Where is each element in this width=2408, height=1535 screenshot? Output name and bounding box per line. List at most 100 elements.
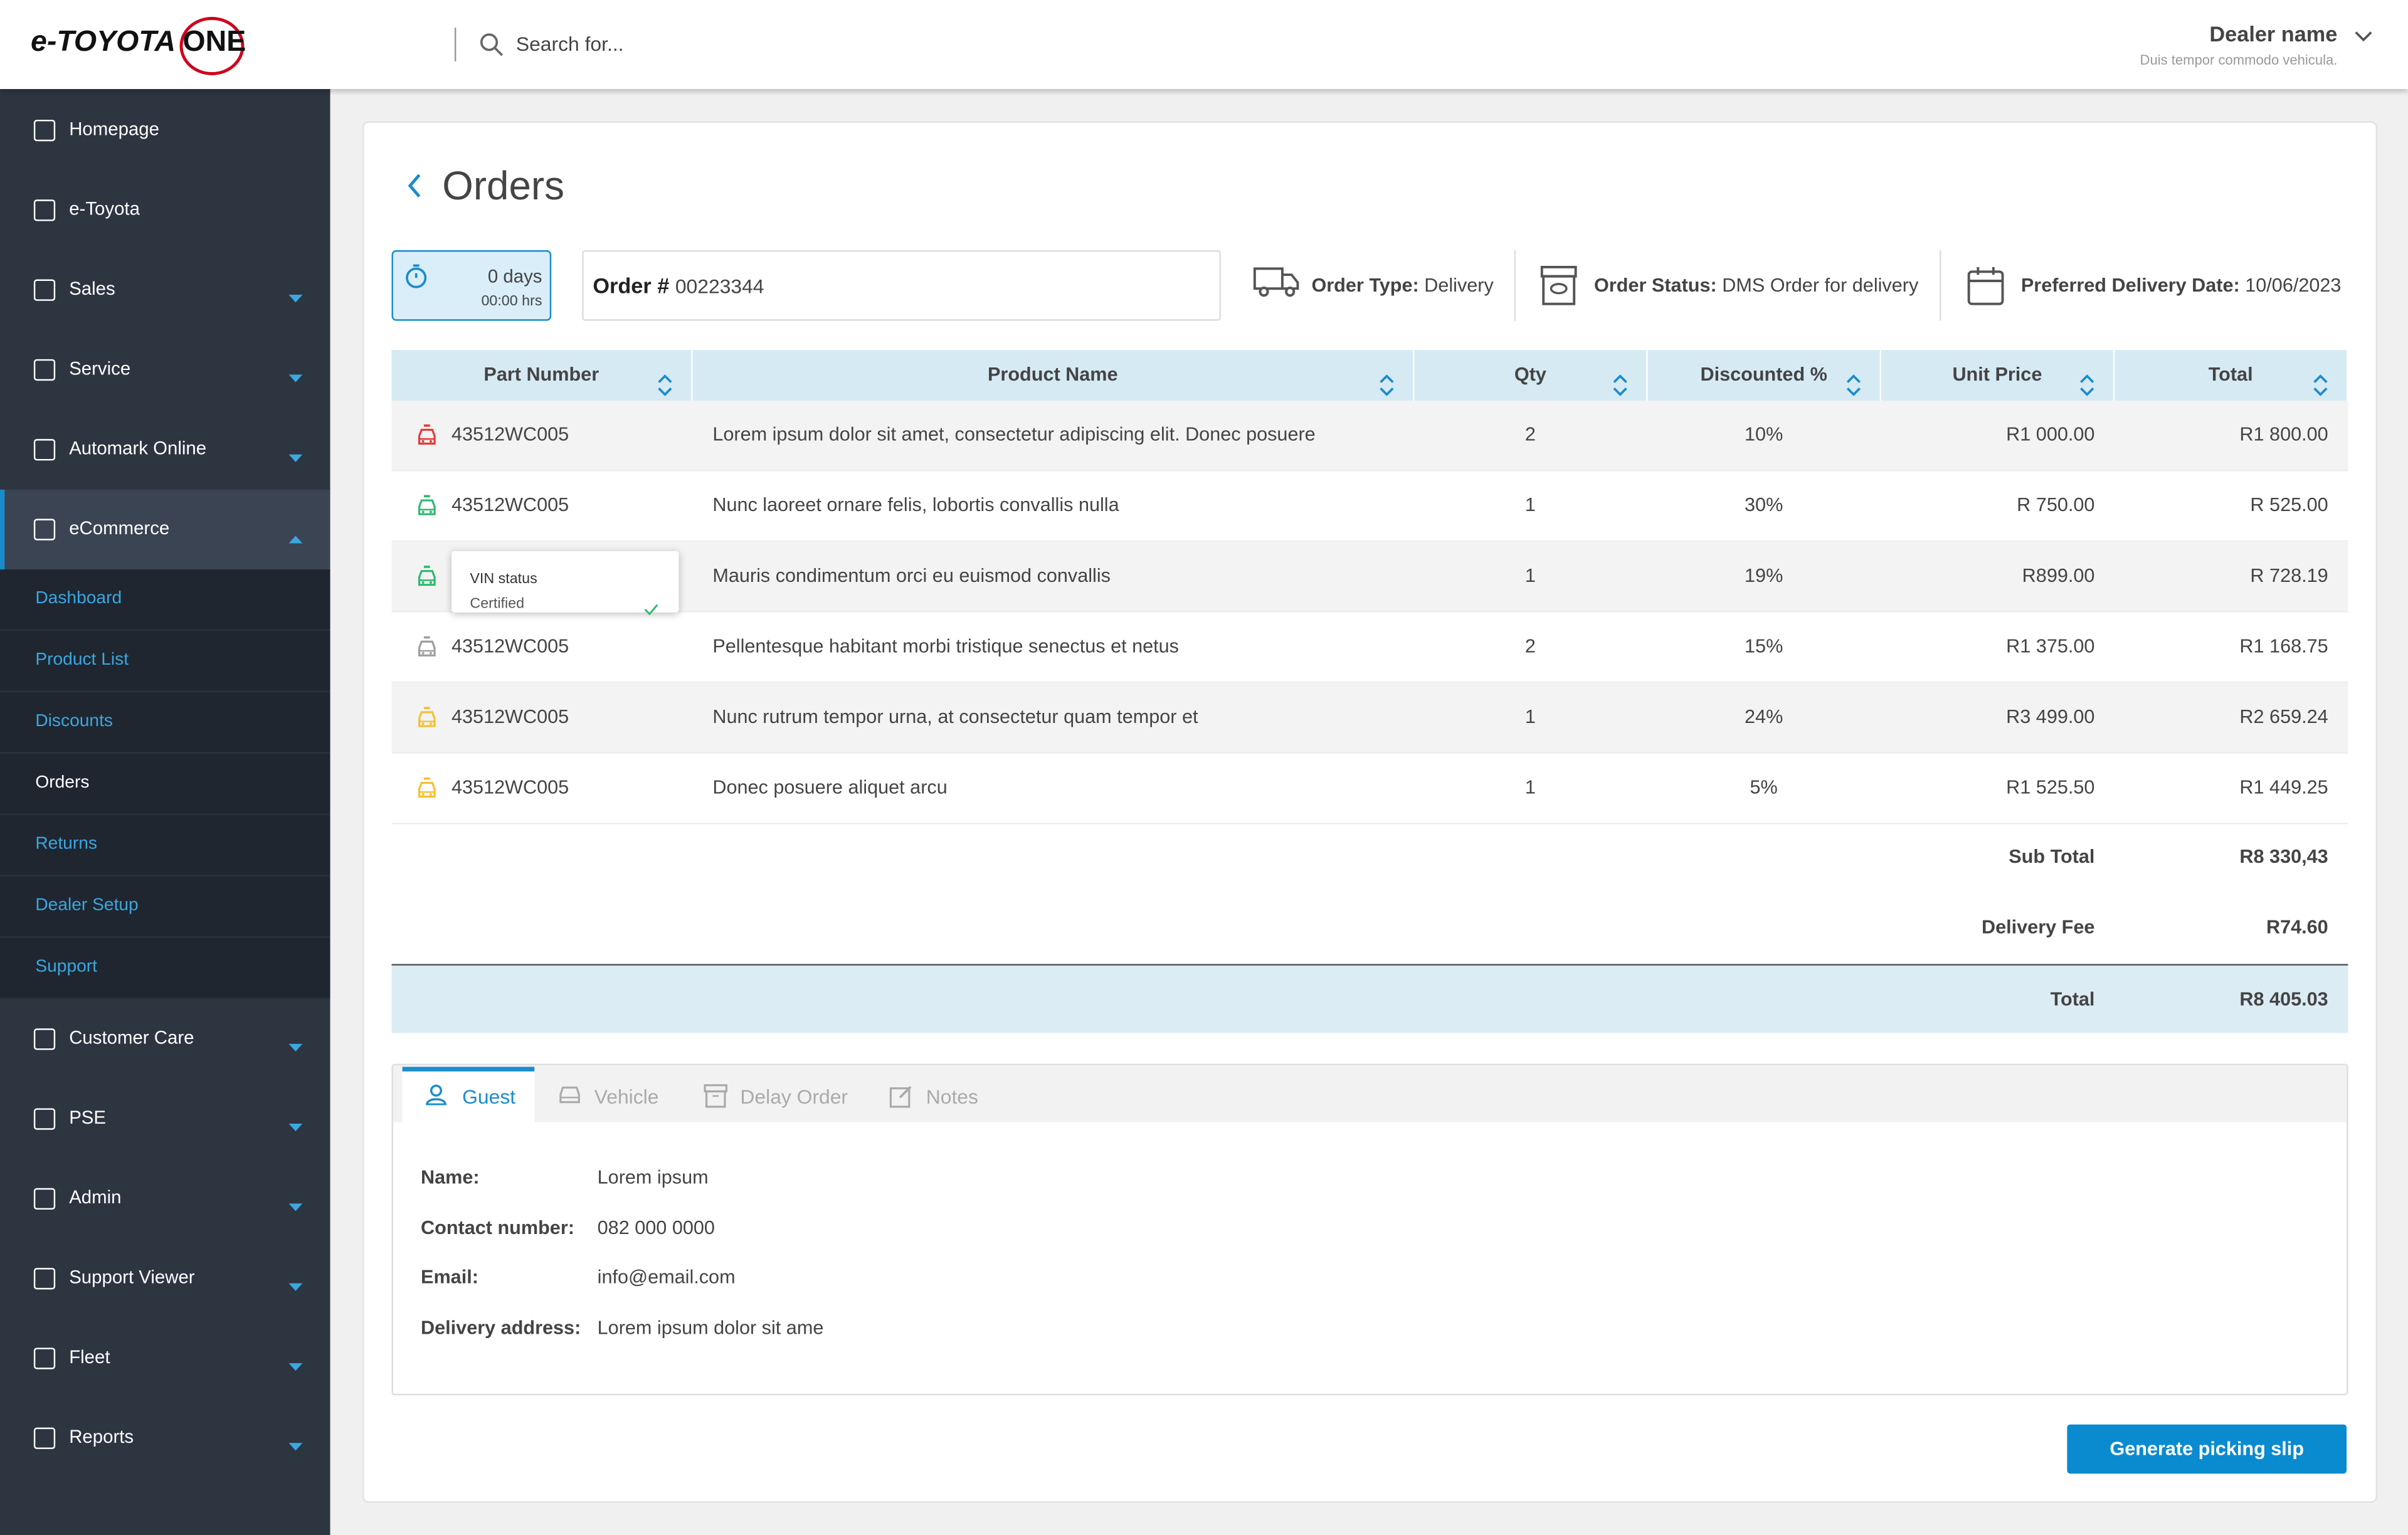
nav-item[interactable]: Fleet <box>0 1319 330 1398</box>
tab[interactable]: Delay Order <box>702 1067 860 1122</box>
order-box <box>582 250 1221 321</box>
table-cell: Pellentesque habitant morbi tristique se… <box>712 635 1179 657</box>
column-header[interactable]: Total <box>2115 350 2347 401</box>
nav-label: Homepage <box>69 118 160 140</box>
nav-item[interactable]: Homepage <box>0 90 330 170</box>
nav-item[interactable]: Reports <box>0 1398 330 1478</box>
field-label: Delivery address: <box>421 1317 581 1339</box>
table-cell: Donec posuere aliquet arcu <box>712 776 948 798</box>
nav-item[interactable]: e-Toyota <box>0 171 330 250</box>
info-label: Order Type: <box>1311 275 1419 297</box>
tab-label: Guest <box>462 1085 516 1109</box>
sub-nav-item[interactable]: Returns <box>0 815 330 877</box>
nav-caret <box>288 1033 303 1061</box>
info-value: 10/06/2023 <box>2245 275 2342 297</box>
table-row: 43512WC005 Nunc laoreet ornare felis, lob… <box>391 471 2348 542</box>
dealer-name[interactable]: Dealer name <box>2209 21 2338 46</box>
nav-label: Sales <box>69 278 115 300</box>
column-header[interactable]: Qty <box>1414 350 1647 401</box>
tab[interactable]: Notes <box>888 1067 998 1122</box>
sort-icon <box>658 374 672 396</box>
info-icon <box>1539 264 1579 315</box>
column-header[interactable]: Part Number <box>391 350 692 401</box>
table-cell: 43512WC005 <box>452 494 569 516</box>
tab[interactable]: Vehicle <box>556 1067 676 1122</box>
sort-icon[interactable] <box>657 366 672 416</box>
nav-label: e-Toyota <box>69 198 140 220</box>
table-row: 43512WC005 Pellentesque habitant morbi tr… <box>391 612 2348 683</box>
field-value: Lorem ipsum dolor sit ame <box>597 1317 824 1339</box>
nav-item[interactable]: Automark Online <box>0 410 330 490</box>
nav-item[interactable]: Sales <box>0 250 330 330</box>
column-title: Total <box>2208 364 2253 386</box>
dealer-subtitle: Duis tempor commodo vehicula. <box>2140 52 2338 68</box>
tab-label: Delay Order <box>740 1085 848 1109</box>
sub-nav-item[interactable]: Product List <box>0 631 330 693</box>
column-title: Qty <box>1514 364 1546 386</box>
car-icon <box>418 636 436 657</box>
sub-nav-label: Dashboard <box>35 589 122 608</box>
summary-value: R8 330,43 <box>2239 845 2328 868</box>
tab-label: Vehicle <box>594 1085 659 1109</box>
tab-icon <box>557 1084 582 1113</box>
sub-nav-item[interactable]: Support <box>0 937 330 1000</box>
sort-icon[interactable] <box>1379 366 1394 416</box>
table-cell: R 750.00 <box>2017 494 2095 516</box>
sort-icon[interactable] <box>2313 366 2328 416</box>
summary-value: R8 405.03 <box>2239 988 2328 1010</box>
nav-item[interactable]: PSE <box>0 1079 330 1159</box>
generate-button[interactable]: Generate picking slip <box>2067 1424 2347 1474</box>
nav-icon <box>33 1348 56 1369</box>
nav-item[interactable]: Service <box>0 330 330 409</box>
field-label: Email: <box>421 1267 478 1289</box>
nav-icon <box>33 119 56 142</box>
sort-icon[interactable] <box>1846 366 1861 416</box>
nav-icon <box>33 1268 56 1290</box>
order-number: 00223344 <box>675 275 764 298</box>
sub-nav-label: Orders <box>35 773 90 793</box>
column-header[interactable]: Unit Price <box>1881 350 2113 401</box>
info-item: Order Type: Delivery <box>1311 275 1493 296</box>
search-input[interactable]: Search for... <box>515 32 624 56</box>
page-title: Orders <box>442 162 564 209</box>
sort-icon <box>1380 374 1394 396</box>
nav-item[interactable]: Admin <box>0 1159 330 1238</box>
info-icon <box>1253 264 1299 305</box>
car-icon <box>418 566 436 586</box>
status-icon <box>415 777 439 809</box>
column-header[interactable]: Discounted % <box>1647 350 1880 401</box>
sub-nav-item[interactable]: Dealer Setup <box>0 876 330 938</box>
nav-caret <box>288 1272 303 1300</box>
info-divider <box>1940 250 1941 321</box>
table-cell: Nunc rutrum tempor urna, at consectetur … <box>712 706 1198 728</box>
tab-icon <box>425 1084 446 1113</box>
active-bar <box>0 489 5 570</box>
nav-item[interactable]: Customer Care <box>0 1000 330 1079</box>
info-value: DMS Order for delivery <box>1722 275 1919 297</box>
nav-item[interactable]: Support Viewer <box>0 1239 330 1319</box>
nav-caret <box>288 1193 303 1220</box>
sub-nav-item[interactable]: Discounts <box>0 692 330 754</box>
nav-icon <box>33 1108 56 1130</box>
table-cell: R1 000.00 <box>2006 423 2095 445</box>
table-cell: R1 168.75 <box>2239 635 2328 657</box>
sub-nav-item[interactable]: Orders <box>0 753 330 815</box>
column-header[interactable]: Product Name <box>692 350 1413 401</box>
column-title: Product Name <box>988 364 1118 386</box>
tab[interactable]: Guest <box>402 1067 535 1122</box>
sub-nav-label: Support <box>35 957 97 976</box>
nav-item[interactable]: eCommerce <box>0 489 330 570</box>
timer-icon <box>404 263 428 298</box>
sub-nav-item[interactable]: Dashboard <box>0 569 330 631</box>
sort-icon[interactable] <box>1612 366 1627 416</box>
info-label: Order Status: <box>1594 275 1717 297</box>
timer-box <box>391 250 552 321</box>
dealer-caret[interactable] <box>2354 24 2372 52</box>
sort-icon[interactable] <box>2079 366 2094 416</box>
sub-nav-label: Returns <box>35 835 97 854</box>
car-icon <box>418 424 436 445</box>
table-cell: R1 375.00 <box>2006 635 2095 657</box>
back-arrow[interactable] <box>406 172 424 207</box>
